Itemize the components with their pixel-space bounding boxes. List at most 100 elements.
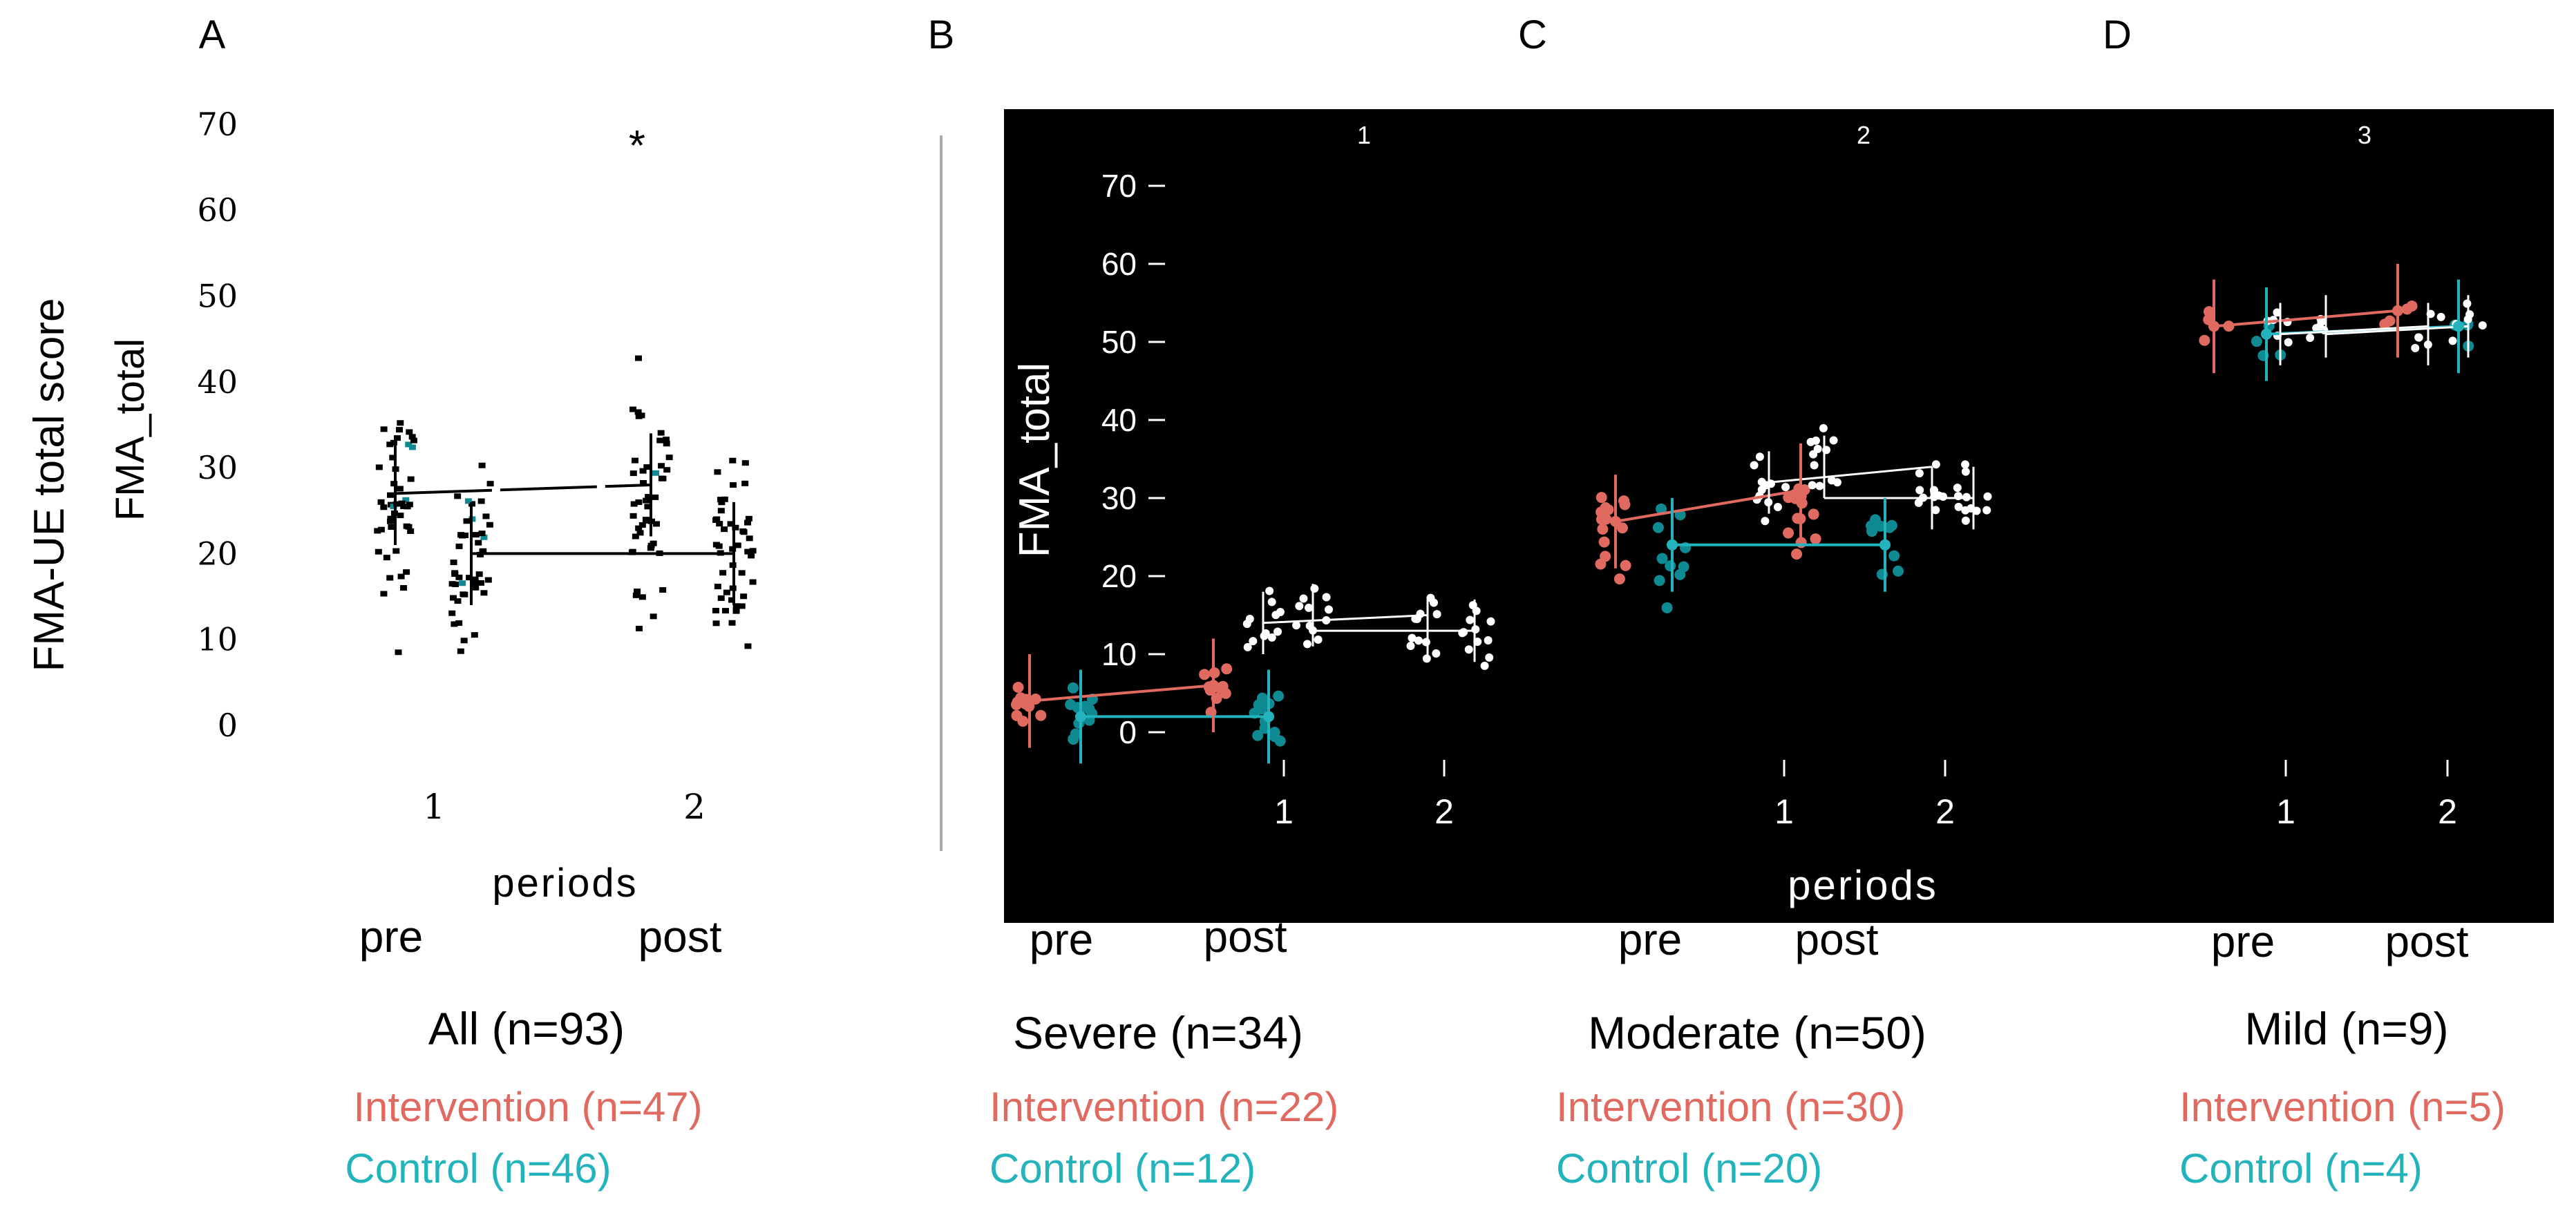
panel-a-point	[375, 464, 383, 470]
facet-point-overall	[1432, 649, 1441, 658]
facet-point	[1808, 508, 1819, 520]
facet-point-overall	[2478, 321, 2487, 330]
panel-a-point	[635, 525, 643, 531]
panel-a-y-tick-label: 0	[218, 707, 238, 744]
panel-d-legend-intervention: Intervention (n=5)	[2179, 1084, 2506, 1130]
facet-point	[1656, 553, 1668, 564]
facet-point-overall	[1773, 502, 1782, 511]
panel-a-point	[632, 592, 640, 598]
facet-point-overall	[1267, 633, 1276, 642]
panel-a-point	[455, 543, 463, 549]
panel-a-point	[719, 570, 727, 576]
facet-point-overall	[1983, 492, 1992, 501]
panel-a-point	[663, 467, 671, 473]
panel-a-point	[630, 501, 638, 507]
facet-mean-point	[2392, 305, 2403, 316]
panel-a-point	[642, 517, 650, 523]
facet-point-overall	[1961, 516, 1970, 525]
panel-a-point	[393, 435, 401, 441]
panel-a-point	[478, 531, 486, 537]
facet-point	[1067, 682, 1079, 694]
panel-a-point	[397, 513, 404, 519]
panel-a-point	[739, 528, 747, 534]
facet-point-overall	[1815, 481, 1824, 490]
facet-mean-point	[1879, 539, 1891, 551]
panel-a-point	[460, 638, 468, 644]
panel-d-post-label: post	[2385, 917, 2469, 966]
panel-a-point	[466, 575, 473, 581]
panel-a-point	[449, 595, 457, 601]
panel-a-point	[728, 597, 736, 603]
panel-a-legend-intervention: Intervention (n=47)	[353, 1084, 702, 1130]
panel-a-point	[645, 494, 652, 500]
faceted-plot-y-tick-label: 60	[1101, 246, 1137, 282]
panel-a-point	[463, 518, 471, 524]
facet-mean-point	[1667, 539, 1678, 551]
panel-a-point	[644, 504, 652, 510]
facet-mean-point	[1024, 695, 1035, 707]
panel-c-group-title: Moderate (n=50)	[1588, 1007, 1926, 1058]
panel-a-point	[740, 593, 748, 600]
faceted-plot: 1 2 3 0 10 20 30 40 50 60 70 FMA_total 1 2 1 2 1 2 p…	[1010, 121, 2487, 908]
facet-point-overall	[1260, 631, 1269, 640]
panel-a-point	[455, 574, 463, 580]
panel-a-point	[652, 494, 659, 500]
facet-1-points	[1010, 584, 1495, 764]
panel-a-point	[408, 434, 416, 440]
panel-a-point	[728, 620, 736, 626]
facet-point-overall	[2463, 299, 2472, 308]
facet-point-overall	[1322, 593, 1331, 602]
panel-a-point	[746, 535, 753, 542]
facet-point	[1875, 520, 1886, 532]
panel-a-point	[395, 649, 402, 656]
facet-point	[1597, 523, 1609, 535]
facet-point-overall	[1484, 636, 1493, 644]
panel-a-point	[454, 493, 462, 499]
panel-a-point	[462, 533, 469, 539]
panel-a-point	[639, 468, 647, 474]
panel-a-point	[744, 643, 752, 649]
faceted-plot-background	[1004, 109, 2554, 923]
panel-letter-c: C	[1518, 12, 1547, 57]
facet-point-overall	[1915, 486, 1924, 495]
facet-point	[1252, 729, 1264, 741]
panel-a-point	[650, 613, 657, 620]
panel-a-point	[405, 441, 413, 448]
facet-point-overall	[1408, 633, 1417, 642]
outer-y-axis-label: FMA-UE total score	[26, 298, 73, 672]
faceted-plot-y-axis-label: FMA_total	[1011, 363, 1059, 558]
facet-point-overall	[1325, 605, 1334, 614]
faceted-plot-y-ticks: 0 10 20 30 40 50 60 70	[1101, 168, 1165, 750]
facet-point-overall	[1295, 602, 1304, 611]
panel-a-point	[451, 621, 458, 627]
panel-a-point	[388, 524, 395, 530]
panel-a-point	[471, 632, 478, 638]
facet-point	[1661, 602, 1673, 613]
panel-a-point	[397, 420, 404, 426]
panel-a-point	[455, 620, 463, 626]
panel-a-point	[454, 598, 462, 604]
panel-a-point	[716, 521, 723, 527]
facet-point	[2199, 334, 2210, 346]
panel-a-point	[390, 439, 397, 446]
panel-a-point	[721, 496, 728, 502]
panel-a-point	[392, 548, 400, 554]
panel-a-point	[634, 355, 642, 361]
facet-mean-point	[1795, 484, 1806, 496]
panel-a-point	[657, 430, 665, 436]
panel-a-y-tick-label: 20	[197, 535, 238, 572]
facet-point-overall	[1416, 609, 1425, 618]
panel-b-legend-control: Control (n=12)	[989, 1145, 1256, 1192]
facet-point-overall	[1432, 610, 1441, 619]
facet-mean-line-intervention	[2213, 309, 2398, 328]
panel-a-point	[375, 548, 382, 555]
facet-mean-point	[2453, 321, 2464, 332]
facet-point-overall	[1939, 492, 1948, 501]
panel-a-point	[744, 548, 752, 555]
panel-a-point	[480, 534, 488, 540]
panel-a-point	[402, 497, 410, 503]
facet-point-overall	[1472, 606, 1481, 615]
facet-point	[1888, 550, 1900, 562]
panel-b-group-title: Severe (n=34)	[1013, 1007, 1303, 1058]
